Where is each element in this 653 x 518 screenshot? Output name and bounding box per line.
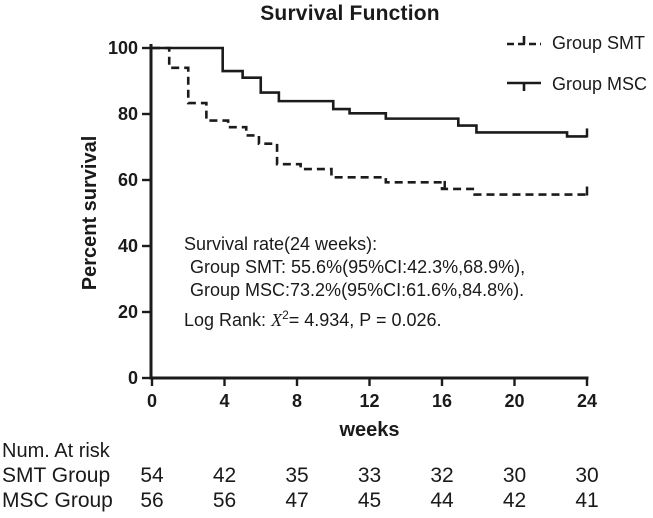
risk-count: 42 — [212, 464, 237, 487]
risk-count: 44 — [430, 489, 454, 512]
x-axis-title: weeks — [338, 419, 399, 440]
x-tick-label: 16 — [432, 391, 452, 411]
risk-count: 32 — [430, 464, 454, 487]
annotation-line-msc: Group MSC:73.2%(95%CI:61.6%,84.8%). — [190, 280, 525, 300]
risk-count: 45 — [357, 489, 382, 512]
x-tick-label: 20 — [504, 391, 524, 411]
solid-line-symbol — [507, 81, 541, 91]
smt-survival-curve — [152, 46, 587, 196]
risk-table-header: Num. At risk — [2, 440, 110, 462]
risk-count: 56 — [140, 489, 164, 512]
x-tick-label: 24 — [577, 391, 597, 411]
y-axis-title: Percent survival — [79, 136, 101, 291]
risk-count: 35 — [285, 464, 309, 487]
stats-annotation: Survival rate(24 weeks): Group SMT: 55.6… — [184, 233, 525, 332]
x-tick-label: 4 — [219, 391, 229, 411]
dashed-line-symbol — [507, 36, 541, 46]
chart-title: Survival Function — [260, 2, 440, 25]
survival-plot: 0 20 40 60 80 100 0 4 8 12 16 20 24 weeks Percent surv… — [79, 38, 597, 440]
y-tick-label: 80 — [118, 104, 138, 124]
legend-label-smt: Group SMT — [552, 32, 646, 53]
risk-count: 56 — [212, 489, 237, 512]
legend-label-msc: Group MSC — [552, 73, 648, 94]
x-tick-label: 0 — [147, 391, 157, 411]
x-tick-label: 12 — [359, 391, 379, 411]
risk-count: 47 — [285, 489, 309, 512]
risk-count: 41 — [575, 489, 599, 512]
y-tick-label: 40 — [118, 236, 138, 256]
x-tick-label: 8 — [292, 391, 302, 411]
y-tick-label: 60 — [118, 170, 138, 190]
risk-row-label-smt: SMT Group — [2, 464, 111, 487]
chi-symbol: X — [271, 310, 283, 330]
risk-row-label-msc: MSC Group — [2, 489, 113, 512]
y-tick-label: 0 — [128, 368, 138, 388]
risk-count: 30 — [502, 464, 527, 487]
y-tick-label: 20 — [118, 302, 138, 322]
msc-survival-curve — [152, 46, 587, 138]
annotation-line-survival-rate: Survival rate(24 weeks): — [184, 234, 378, 254]
risk-count: 30 — [575, 464, 599, 487]
risk-count: 33 — [357, 464, 382, 487]
risk-count: 42 — [502, 489, 527, 512]
legend-item-smt: Group SMT — [505, 32, 645, 54]
legend-item-msc: Group MSC — [505, 73, 647, 95]
y-tick-label: 100 — [108, 38, 138, 58]
annotation-line-logrank: Log Rank: X2= 4.934, P = 0.026. — [184, 308, 442, 330]
annotation-line-smt: Group SMT: 55.6%(95%CI:42.3%,68.9%), — [190, 257, 526, 277]
risk-count: 54 — [140, 464, 164, 487]
